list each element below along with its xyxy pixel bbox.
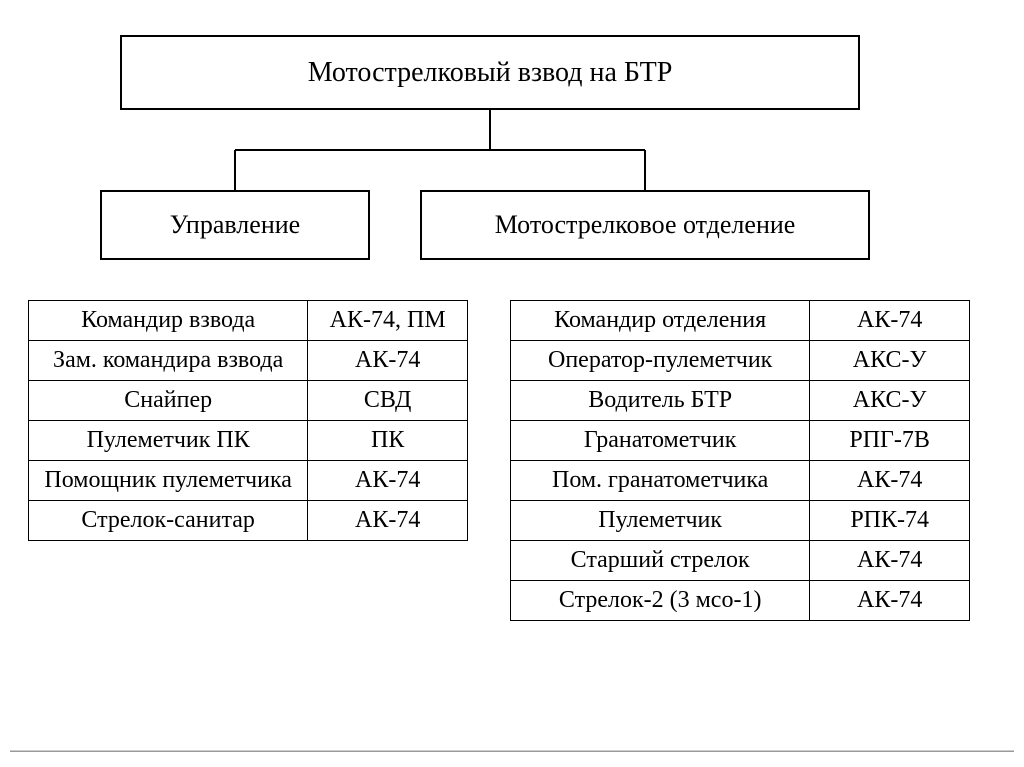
management-table: Командир взвода АК-74, ПМ Зам. командира…	[28, 300, 468, 541]
table-row: Стрелок-2 (3 мсо-1) АК-74	[511, 581, 970, 621]
weapon-cell: СВД	[308, 381, 468, 421]
weapon-cell: АКС-У	[810, 381, 970, 421]
table-row: Пулеметчик ПК ПК	[29, 421, 468, 461]
weapon-cell: АК-74	[308, 501, 468, 541]
weapon-cell: АК-74	[810, 581, 970, 621]
table-row: Стрелок-санитар АК-74	[29, 501, 468, 541]
weapon-cell: АК-74	[810, 461, 970, 501]
table-row: Гранатометчик РПГ-7В	[511, 421, 970, 461]
weapon-cell: ПК	[308, 421, 468, 461]
role-cell: Гранатометчик	[511, 421, 810, 461]
table-row: Водитель БТР АКС-У	[511, 381, 970, 421]
role-cell: Командир взвода	[29, 301, 308, 341]
weapon-cell: АК-74, ПМ	[308, 301, 468, 341]
role-cell: Помощник пулеметчика	[29, 461, 308, 501]
bottom-divider	[10, 750, 1014, 752]
weapon-cell: АК-74	[308, 461, 468, 501]
table-row: Командир взвода АК-74, ПМ	[29, 301, 468, 341]
role-cell: Старший стрелок	[511, 541, 810, 581]
table-row: Командир отделения АК-74	[511, 301, 970, 341]
table-row: Пулеметчик РПК-74	[511, 501, 970, 541]
weapon-cell: АК-74	[308, 341, 468, 381]
role-cell: Пом. гранатометчика	[511, 461, 810, 501]
weapon-cell: РПК-74	[810, 501, 970, 541]
child-node-squad: Мотострелковое отделение	[420, 190, 870, 260]
table-row: Старший стрелок АК-74	[511, 541, 970, 581]
role-cell: Пулеметчик ПК	[29, 421, 308, 461]
table-row: Снайпер СВД	[29, 381, 468, 421]
child-node-squad-label: Мотострелковое отделение	[495, 210, 796, 240]
squad-table: Командир отделения АК-74 Оператор-пулеме…	[510, 300, 970, 621]
weapon-cell: АК-74	[810, 301, 970, 341]
child-node-management: Управление	[100, 190, 370, 260]
weapon-cell: АК-74	[810, 541, 970, 581]
role-cell: Стрелок-2 (3 мсо-1)	[511, 581, 810, 621]
org-chart-diagram: Мотострелковый взвод на БТР Управление М…	[0, 0, 1024, 767]
role-cell: Водитель БТР	[511, 381, 810, 421]
table-row: Зам. командира взвода АК-74	[29, 341, 468, 381]
weapon-cell: АКС-У	[810, 341, 970, 381]
table-row: Оператор-пулеметчик АКС-У	[511, 341, 970, 381]
role-cell: Зам. командира взвода	[29, 341, 308, 381]
role-cell: Стрелок-санитар	[29, 501, 308, 541]
weapon-cell: РПГ-7В	[810, 421, 970, 461]
child-node-management-label: Управление	[170, 210, 300, 240]
table-row: Помощник пулеметчика АК-74	[29, 461, 468, 501]
table-row: Пом. гранатометчика АК-74	[511, 461, 970, 501]
role-cell: Снайпер	[29, 381, 308, 421]
role-cell: Пулеметчик	[511, 501, 810, 541]
role-cell: Оператор-пулеметчик	[511, 341, 810, 381]
root-node-label: Мотострелковый взвод на БТР	[308, 57, 673, 89]
role-cell: Командир отделения	[511, 301, 810, 341]
root-node: Мотострелковый взвод на БТР	[120, 35, 860, 110]
